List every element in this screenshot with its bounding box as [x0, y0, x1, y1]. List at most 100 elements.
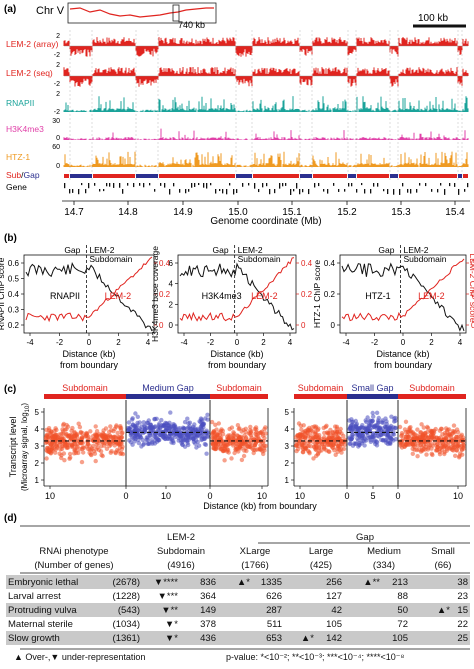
cell-m: 72 [397, 618, 408, 630]
gap-col-medium: Medium [367, 545, 401, 557]
scatter-point [317, 449, 322, 454]
scatter-point [205, 412, 210, 417]
cell-sub-mark: ▼*** [157, 590, 179, 602]
profile-line-red [25, 256, 153, 323]
scatter-point [239, 441, 244, 447]
track-label-h3k4me3: H3K4me3 [6, 124, 44, 134]
scatter-point [331, 441, 337, 446]
cell-m-mark [344, 589, 382, 603]
scatter-point [57, 451, 62, 456]
cell-xl-mark [218, 603, 252, 617]
scatter-point [100, 440, 106, 445]
x-tick-label: -4 [26, 338, 34, 347]
region-bar [347, 394, 398, 399]
scatter-point [443, 426, 449, 431]
scatter-point [398, 443, 403, 448]
scatter-point [410, 451, 415, 456]
scatter-point [191, 424, 196, 430]
scatter-point [308, 444, 313, 449]
cell-xl-mark [218, 631, 252, 645]
table-row: Slow growth (1361) ▼* 436 653 ▲* 142 105 25 [6, 631, 470, 645]
scatter-point [119, 450, 124, 456]
x-tick-label: 0 [344, 491, 349, 501]
scatter-point [88, 429, 93, 434]
ry-tick-label: 0.2 [471, 290, 474, 299]
profile-plot: GapLEM-2SubdomainHTZ-1LEM-200.20.40.40.2… [312, 245, 474, 370]
y-tick-label: 4 [169, 280, 174, 289]
y-axis-label: RNAPII ChIP score [0, 257, 6, 330]
scatter-point [376, 415, 381, 421]
x-tick-label: 2 [116, 338, 121, 347]
region-label-subdomain: Subdomain [403, 254, 446, 264]
series-label: HTZ-1 [365, 291, 391, 301]
scatter-point [387, 440, 392, 446]
scatter-point [451, 448, 456, 453]
scatter-point [300, 449, 306, 455]
scatter-point [422, 439, 427, 444]
cell-l: 256 [316, 575, 344, 589]
scatter-point [43, 436, 49, 441]
svg-text:2: 2 [56, 33, 60, 40]
scatter-point [429, 435, 435, 440]
scatter-point [157, 421, 162, 426]
scatter-point [425, 435, 430, 441]
scatter-point [452, 444, 458, 449]
c-xlabel: Distance (kb) from boundary [203, 501, 317, 511]
scatter-point [455, 430, 461, 435]
scatter-point [157, 437, 162, 443]
ry-axis-label: LEM-2 ChIP score [468, 253, 474, 323]
scatter-point [347, 427, 352, 432]
scatter-point [59, 455, 64, 461]
svg-text:-2: -2 [54, 81, 60, 88]
scatter-point [255, 447, 260, 452]
y-tick-label: 2 [35, 459, 40, 468]
scatter-point [139, 444, 144, 449]
scatter-point [220, 428, 225, 433]
x-tick-label: 5 [370, 491, 375, 501]
scatter-point [131, 436, 136, 441]
scatter-point [62, 458, 67, 463]
scatter-point [310, 429, 315, 434]
scatter-point [141, 441, 147, 446]
x-tick-label: 0 [395, 491, 400, 501]
scatter-point [44, 427, 49, 433]
scatter-point [330, 445, 335, 450]
scatter-point [213, 422, 218, 427]
cell-xl: 511 [266, 618, 282, 630]
panel-a-label: (a) [4, 4, 16, 15]
genome-tick-label: 14.9 [173, 207, 193, 218]
chrom-label: Chr V [36, 5, 65, 17]
profile-line-red [179, 257, 295, 322]
table-row: Maternal sterile (1034) ▼* 378 511 105 72 22 [6, 617, 470, 631]
scatter-point [363, 418, 368, 423]
region-bar-label: Medium Gap [142, 383, 194, 393]
scatter-point [142, 429, 147, 435]
cell-m: 88 [397, 590, 408, 602]
scatter-point [262, 448, 267, 453]
scatter-point [454, 448, 460, 453]
scatter-point [81, 450, 86, 455]
scatter-point [153, 432, 158, 437]
scatter-point [325, 438, 330, 444]
ry-tick-label: 0.4 [301, 259, 313, 268]
scatter-point [214, 434, 220, 439]
svg-text:0: 0 [56, 163, 60, 170]
y-tick-label: 0.4 [8, 290, 20, 299]
scatter-point [330, 430, 335, 435]
scatter-point [60, 443, 66, 448]
scatter-point [315, 435, 321, 441]
scatter-point [165, 436, 170, 441]
scatter-point [334, 436, 340, 441]
scatter-point [128, 440, 134, 445]
region-bar-label: Subdomain [298, 383, 344, 393]
scatter-point [323, 424, 328, 430]
svg-text:-2: -2 [54, 109, 60, 116]
scatter-point [117, 445, 123, 450]
scatter-point [108, 450, 114, 455]
y-tick-label: 0.4 [324, 259, 336, 268]
x-tick-label: 0 [207, 491, 212, 501]
scatter-point [194, 434, 199, 439]
region-label-subdomain: Subdomain [238, 254, 281, 264]
scatter-point [419, 422, 424, 427]
scatter-point [108, 424, 113, 429]
